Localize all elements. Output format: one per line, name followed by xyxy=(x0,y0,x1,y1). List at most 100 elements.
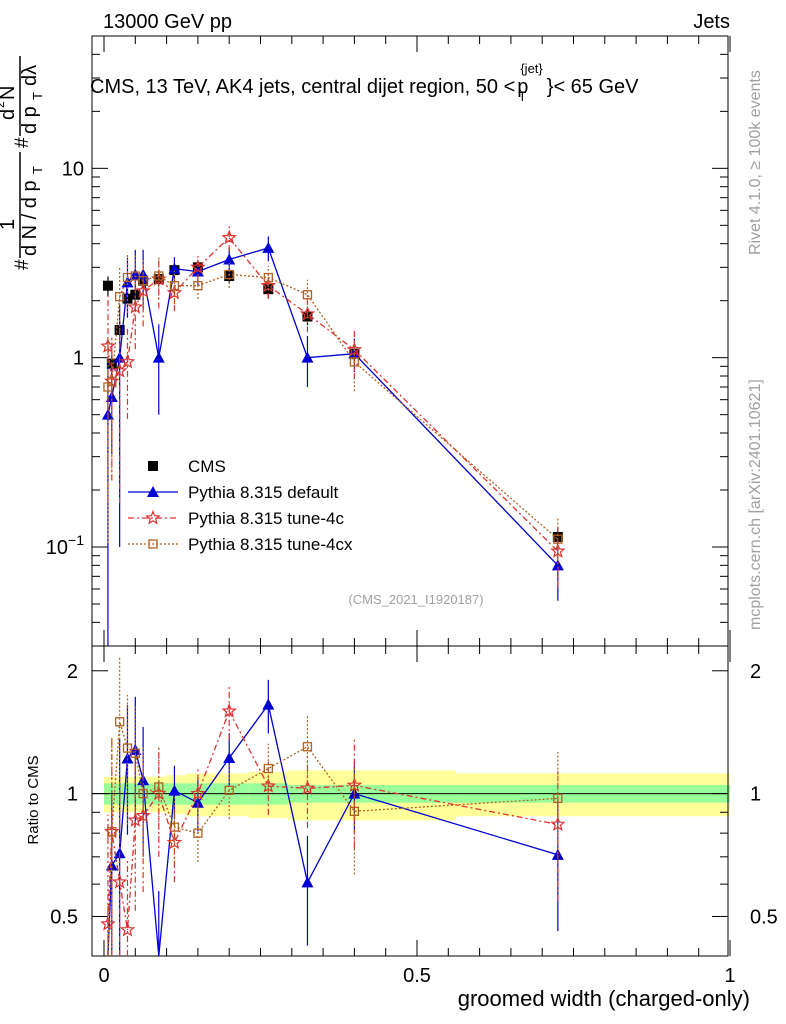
legend-marker xyxy=(148,539,158,549)
ratio-y-axis-label: Ratio to CMS xyxy=(25,755,42,844)
ratio-point xyxy=(301,876,314,888)
ratio-point xyxy=(115,717,125,727)
ratio-y-tick-label-right: 2 xyxy=(750,661,761,683)
svg-text:d p: d p xyxy=(19,106,41,134)
plot-title: CMS, 13 TeV, AK4 jets, central dijet reg… xyxy=(90,61,639,104)
svg-text:T: T xyxy=(30,92,45,100)
svg-text:d N / d p: d N / d p xyxy=(19,180,41,256)
ratio-point xyxy=(190,785,206,801)
ratio-point xyxy=(107,827,117,837)
header-process: 13000 GeV pp xyxy=(103,11,232,33)
y-tick-label: 10 xyxy=(62,158,84,180)
ratio-point xyxy=(169,822,180,832)
x-tick-label: 0 xyxy=(98,965,109,987)
legend-label: Pythia 8.315 default xyxy=(188,483,339,502)
ratio-point xyxy=(553,793,563,804)
data-point xyxy=(138,276,148,286)
ratio-line xyxy=(107,709,558,931)
ratio-y-tick-label: 1 xyxy=(67,784,78,806)
svg-text:d: d xyxy=(0,109,19,120)
ratio-point xyxy=(299,780,316,795)
data-point xyxy=(130,271,140,281)
data-point xyxy=(119,353,136,369)
analysis-id: (CMS_2021_I1920187) xyxy=(348,592,483,607)
data-point xyxy=(102,280,113,291)
ratio-point xyxy=(121,752,134,764)
ratio-point xyxy=(191,796,204,808)
data-point xyxy=(169,281,180,291)
ratio-y-tick-label-right: 1 xyxy=(750,784,761,806)
rivet-version-label: Rivet 4.1.0, ≥ 100k events xyxy=(747,70,764,255)
svg-text:T: T xyxy=(30,166,45,174)
svg-text:dλ: dλ xyxy=(19,65,41,86)
data-point xyxy=(154,271,164,281)
svg-text:#: # xyxy=(12,137,33,148)
data-point xyxy=(553,534,563,544)
ratio-point xyxy=(302,742,313,752)
header-category: Jets xyxy=(693,11,730,33)
ratio-point xyxy=(119,921,136,937)
axis-ticks: 10−1 1 10 0.5 0.5 1 1 2 2 0 0.5 1 xyxy=(46,35,778,987)
ratio-point xyxy=(550,816,566,831)
legend-label: CMS xyxy=(188,457,226,476)
x-tick-label: 1 xyxy=(724,965,735,987)
data-point xyxy=(224,269,234,280)
ratio-point xyxy=(223,752,236,764)
ratio-y-tick-label: 0.5 xyxy=(50,906,78,928)
series-2 xyxy=(100,226,566,956)
data-point xyxy=(349,357,360,367)
svg-text:#: # xyxy=(12,259,33,270)
ratio-point xyxy=(263,763,273,774)
legend-label: Pythia 8.315 tune-4cx xyxy=(188,535,353,554)
series-line xyxy=(107,236,559,552)
ratio-point xyxy=(221,702,237,718)
legend-label: Pythia 8.315 tune-4c xyxy=(188,509,344,528)
data-point xyxy=(168,262,181,274)
data-point xyxy=(223,253,236,265)
data-point xyxy=(551,559,564,571)
data-point xyxy=(111,362,128,378)
series-line xyxy=(107,247,559,566)
ratio-point xyxy=(349,806,360,816)
ratio-point xyxy=(224,785,234,796)
ratio-point xyxy=(130,748,140,758)
x-tick-label: 0.5 xyxy=(403,965,431,987)
main-plot-frame xyxy=(91,35,729,647)
ratio-point xyxy=(135,807,151,823)
data-point xyxy=(193,281,203,291)
data-point xyxy=(105,390,118,402)
series-0 xyxy=(102,261,563,548)
ratio-plot-frame xyxy=(91,645,729,957)
ratio-point xyxy=(154,782,164,792)
ratio-point xyxy=(138,788,148,799)
data-series xyxy=(100,226,566,957)
mcplots-source-label: mcplots.cern.ch [arXiv:2401.10621] xyxy=(747,379,764,630)
data-point xyxy=(263,272,273,283)
ratio-line xyxy=(107,703,558,957)
data-point xyxy=(552,531,563,542)
svg-text:N: N xyxy=(0,86,19,100)
ratio-point xyxy=(168,784,181,796)
data-point xyxy=(127,298,144,314)
svg-text:1: 1 xyxy=(0,219,19,230)
ratio-point xyxy=(262,698,275,710)
x-axis-label: groomed width (charged-only) xyxy=(458,986,750,1011)
ratio-point xyxy=(105,859,118,871)
data-point xyxy=(152,351,165,363)
data-point xyxy=(115,292,125,302)
ratio-y-tick-label-right: 0.5 xyxy=(750,906,778,928)
data-point xyxy=(107,376,117,386)
series-3 xyxy=(103,252,563,957)
ratio-line xyxy=(107,721,558,957)
data-point xyxy=(262,241,275,253)
y-axis-label: # d N / d p T 1 # d p T dλ d 2 N xyxy=(0,56,45,270)
legend-marker xyxy=(145,509,161,525)
data-point xyxy=(299,305,316,321)
ratio-point xyxy=(193,828,203,838)
ratio-point xyxy=(346,777,363,792)
legend-marker xyxy=(147,486,159,497)
data-point xyxy=(346,341,363,357)
data-point xyxy=(550,543,566,558)
ratio-point xyxy=(111,873,128,889)
